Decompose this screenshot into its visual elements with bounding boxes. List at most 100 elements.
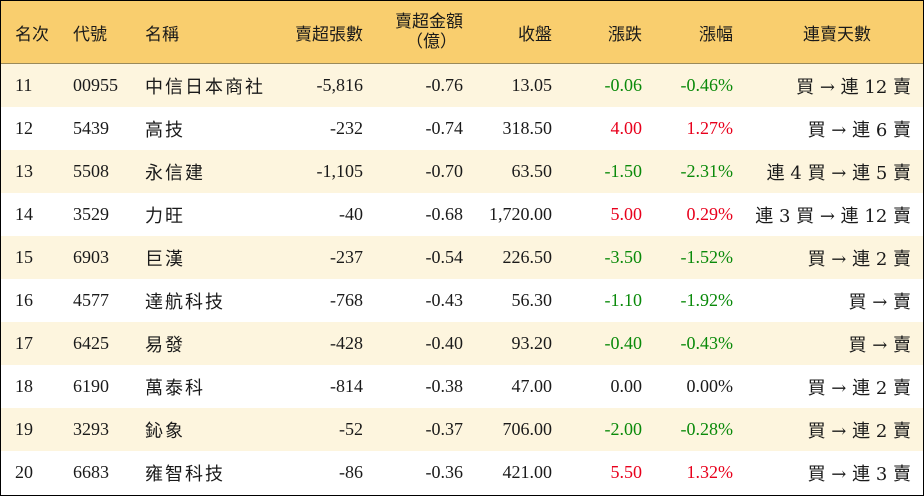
cell-sell-amount: -0.54 (425, 247, 464, 267)
cell-sell-shares: -52 (339, 419, 363, 439)
header-sell-shares: 賣超張數 (295, 24, 363, 45)
cell-rank: 18 (15, 376, 33, 396)
cell-name: 巨漢 (145, 248, 185, 270)
cell-change-pct: -0.46% (680, 75, 734, 95)
table-row: 19 3293 鈊象 -52 -0.37 706.00 -2.00 -0.28% 買 → 連 2… (1, 408, 923, 451)
cell-consecutive: 買 → 連 6 賣 (807, 119, 911, 141)
cell-name: 萬泰科 (145, 377, 205, 399)
cell-sell-amount: -0.36 (425, 462, 464, 482)
cell-name: 力旺 (145, 205, 185, 227)
cell-change: 5.50 (610, 462, 643, 482)
cell-sell-shares: -86 (339, 462, 363, 482)
cell-change-pct: -1.52% (680, 247, 734, 267)
cell-rank: 17 (15, 333, 33, 353)
cell-code: 6683 (73, 462, 109, 482)
header-sell-amount-line1: 賣超金額 (395, 12, 463, 32)
cell-sell-amount: -0.43 (425, 290, 464, 310)
cell-consecutive: 買 → 連 2 賣 (807, 377, 911, 399)
cell-change: 5.00 (610, 204, 643, 224)
table-row: 11 00955 中信日本商社 -5,816 -0.76 13.05 -0.06 -0.46%… (1, 64, 923, 107)
cell-change-pct: 0.00% (686, 376, 734, 396)
cell-change-pct: 1.32% (686, 462, 734, 482)
cell-sell-shares: -232 (330, 118, 363, 138)
cell-change-pct: -2.31% (680, 161, 734, 181)
table-row: 15 6903 巨漢 -237 -0.54 226.50 -3.50 -1.52% 買 → 連 … (1, 236, 923, 279)
cell-sell-shares: -237 (330, 247, 363, 267)
cell-close: 1,720.00 (489, 204, 552, 224)
header-sell-amount-unit: （億） (406, 32, 457, 52)
cell-sell-amount: -0.37 (425, 419, 464, 439)
cell-sell-shares: -814 (330, 376, 363, 396)
cell-change: -1.10 (604, 290, 643, 310)
table-row: 14 3529 力旺 -40 -0.68 1,720.00 5.00 0.29% 連 3 買 →… (1, 193, 923, 236)
cell-code: 3293 (73, 419, 109, 439)
cell-rank: 19 (15, 419, 33, 439)
cell-change: -3.50 (604, 247, 643, 267)
cell-sell-shares: -768 (330, 290, 363, 310)
cell-consecutive: 連 4 買 → 連 5 賣 (766, 162, 911, 184)
cell-sell-shares: -5,816 (316, 75, 364, 95)
cell-code: 5439 (73, 118, 109, 138)
cell-change-pct: -0.43% (680, 333, 734, 353)
cell-close: 421.00 (502, 462, 553, 482)
cell-sell-shares: -40 (339, 204, 363, 224)
cell-rank: 15 (15, 247, 33, 267)
cell-sell-amount: -0.70 (425, 161, 464, 181)
cell-sell-amount: -0.38 (425, 376, 464, 396)
cell-change-pct: 1.27% (686, 118, 734, 138)
cell-code: 00955 (73, 75, 118, 95)
cell-close: 47.00 (511, 376, 553, 396)
cell-close: 93.20 (511, 333, 553, 353)
cell-rank: 11 (15, 75, 33, 95)
header-consecutive: 連賣天數 (803, 24, 871, 45)
cell-consecutive: 連 3 買 → 連 12 賣 (755, 205, 911, 227)
header-change-pct: 漲幅 (699, 24, 733, 45)
cell-change: -0.06 (604, 75, 643, 95)
cell-name: 永信建 (145, 162, 205, 184)
header-code: 代號 (73, 24, 107, 45)
table-row: 16 4577 達航科技 -768 -0.43 56.30 -1.10 -1.92% 買 → 賣 (1, 279, 923, 322)
cell-rank: 16 (15, 290, 33, 310)
cell-consecutive: 買 → 連 12 賣 (796, 76, 911, 98)
cell-sell-amount: -0.76 (425, 75, 464, 95)
cell-code: 6903 (73, 247, 109, 267)
cell-change: 4.00 (610, 118, 643, 138)
cell-change: -0.40 (604, 333, 643, 353)
cell-code: 6190 (73, 376, 109, 396)
table-row: 17 6425 易發 -428 -0.40 93.20 -0.40 -0.43% 買 → 賣 (1, 322, 923, 365)
cell-name: 達航科技 (145, 291, 225, 313)
cell-sell-amount: -0.68 (425, 204, 464, 224)
cell-name: 雍智科技 (145, 463, 225, 485)
table-row: 18 6190 萬泰科 -814 -0.38 47.00 0.00 0.00% 買 → 連 2 … (1, 365, 923, 408)
cell-name: 易發 (145, 334, 185, 356)
cell-change: -2.00 (604, 419, 643, 439)
header-sell-amount: 賣超金額 （億） (395, 1, 463, 63)
header-change: 漲跌 (608, 24, 642, 45)
cell-change-pct: 0.29% (686, 204, 734, 224)
cell-sell-shares: -428 (330, 333, 363, 353)
cell-code: 4577 (73, 290, 109, 310)
cell-close: 56.30 (511, 290, 553, 310)
table-row: 20 6683 雍智科技 -86 -0.36 421.00 5.50 1.32% 買 → 連 3… (1, 451, 923, 494)
header-name: 名稱 (145, 24, 179, 45)
cell-change: 0.00 (610, 376, 643, 396)
cell-consecutive: 買 → 連 2 賣 (807, 420, 911, 442)
cell-rank: 14 (15, 204, 33, 224)
cell-rank: 12 (15, 118, 33, 138)
cell-name: 高技 (145, 119, 185, 141)
cell-close: 13.05 (511, 75, 553, 95)
cell-change-pct: -0.28% (680, 419, 734, 439)
cell-rank: 13 (15, 161, 33, 181)
cell-sell-shares: -1,105 (316, 161, 364, 181)
table-header: 名次 代號 名稱 賣超張數 賣超金額 （億） 收盤 漲跌 漲幅 連賣天數 (1, 1, 923, 64)
cell-rank: 20 (15, 462, 33, 482)
cell-consecutive: 買 → 賣 (848, 334, 911, 356)
table-row: 12 5439 高技 -232 -0.74 318.50 4.00 1.27% 買 → 連 6 … (1, 107, 923, 150)
cell-consecutive: 買 → 連 3 賣 (807, 463, 911, 485)
header-close: 收盤 (518, 24, 552, 45)
cell-close: 706.00 (502, 419, 553, 439)
cell-close: 226.50 (502, 247, 553, 267)
cell-code: 3529 (73, 204, 109, 224)
cell-consecutive: 買 → 連 2 賣 (807, 248, 911, 270)
